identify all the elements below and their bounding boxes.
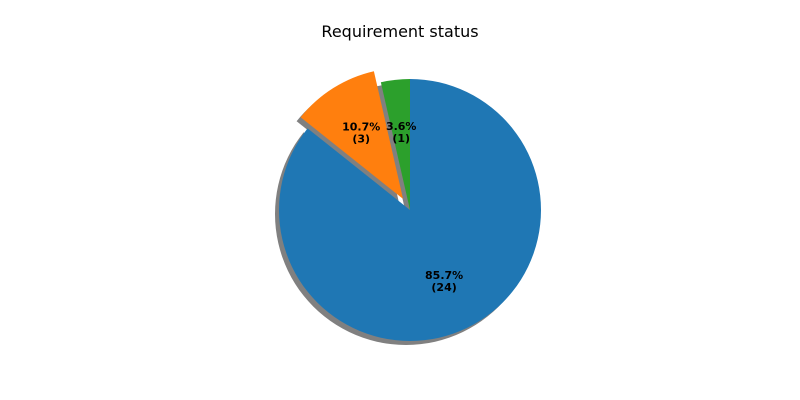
pie-slice-label-1: 10.7% (3): [342, 120, 380, 145]
pie-slice-layer: [278, 71, 541, 341]
pie-slice-count-label-0: (24): [431, 281, 456, 294]
pie-slice-percent-label-1: 10.7%: [342, 120, 380, 133]
chart-title: Requirement status: [321, 22, 479, 41]
pie-label-layer: 85.7% (24)10.7% (3)3.6% (1): [342, 120, 463, 294]
pie-slice-percent-label-2: 3.6%: [386, 120, 417, 133]
pie-slice-label-2: 3.6% (1): [386, 120, 417, 145]
pie-slice-percent-label-0: 85.7%: [425, 269, 463, 282]
pie-slice-label-0: 85.7% (24): [425, 269, 463, 294]
pie-slice-count-label-2: (1): [392, 132, 410, 145]
pie-slice-count-label-1: (3): [352, 132, 370, 145]
pie-slice-2: [380, 79, 410, 210]
pie-slice-1: [300, 71, 404, 199]
